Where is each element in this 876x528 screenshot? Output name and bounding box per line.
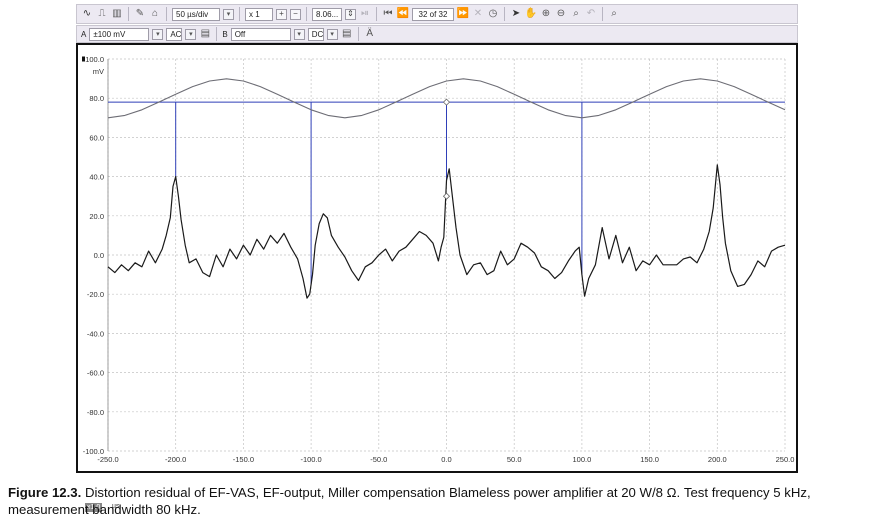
channel-a-marker [82, 56, 85, 62]
x-tick-label: -50.0 [370, 455, 387, 464]
waveforms [107, 78, 786, 299]
channel-b-range-select[interactable]: Off [230, 27, 291, 41]
x-tick-label: 100.0 [573, 455, 592, 464]
spin-icon[interactable]: ⇕ [345, 8, 356, 20]
value-field[interactable]: 8.06... [312, 7, 342, 21]
zoom-area-icon[interactable]: ⌕ [573, 8, 579, 19]
cursor-marker[interactable] [442, 192, 451, 200]
cursor-markers[interactable] [442, 98, 451, 200]
zoom-select[interactable]: x 1 [245, 7, 273, 21]
toolbar-divider [239, 7, 240, 21]
main-toolbar: ∿ ⎍ ▥ ✎ ⌂ 50 µs/div ▾ x 1 + − 8.06... ⇕ … [76, 4, 798, 24]
waveform-plot[interactable]: 100.0 80.0 60.0 40.0 20.0 0.0 -20.0 -40.0 -60.0 -… [78, 45, 796, 471]
buffer-counter[interactable]: 32 of 32 [412, 7, 454, 21]
channel-a-coupling-select[interactable]: AC [166, 27, 183, 41]
math-icon[interactable]: Ä [366, 28, 374, 39]
x-tick-label: 200.0 [708, 455, 727, 464]
zoom-in-icon[interactable]: ⊕ [541, 8, 551, 19]
undo-icon[interactable]: ↶ [586, 8, 596, 19]
x-tick-label: -250.0 [97, 455, 118, 464]
hand-icon[interactable]: ✋ [524, 8, 538, 19]
toolbar-divider [166, 7, 167, 21]
channel-a-options-icon[interactable]: ▤ [200, 28, 211, 39]
zoom-fit-icon[interactable]: ⌕ [611, 8, 617, 19]
y-tick-label: 20.0 [89, 212, 104, 221]
x-tick-label: -100.0 [300, 455, 321, 464]
y-tick-label: 60.0 [89, 133, 104, 142]
x-tick-label: 150.0 [640, 455, 659, 464]
y-tick-label: -80.0 [87, 408, 104, 417]
y-tick-label: 40.0 [89, 173, 104, 182]
toolbar-divider [504, 7, 505, 21]
toolbar-divider [602, 7, 603, 21]
toolbar-divider [357, 27, 359, 41]
cursor-marker[interactable] [442, 98, 451, 106]
channel-toolbar: A ±100 mV ▾ AC ▾ ▤ B Off ▾ DC ▾ ▤ Ä [76, 25, 798, 43]
y-tick-label: -40.0 [87, 329, 104, 338]
x-unit-label: µs [112, 503, 120, 510]
cancel-icon[interactable]: ✕ [473, 8, 483, 19]
x-tick-label: -150.0 [233, 455, 254, 464]
x-multiplier-badge: x1.0 [85, 503, 103, 512]
home-icon[interactable]: ⌂ [151, 8, 159, 19]
y-tick-label: 100.0 [85, 55, 104, 64]
pointer-icon[interactable]: ➤ [511, 8, 521, 19]
channel-b-label: B [222, 29, 228, 39]
toolbar-divider [128, 7, 129, 21]
y-tick-label: 0.0 [94, 251, 104, 260]
x-tick-label: 50.0 [507, 455, 522, 464]
channel-a-label: A [81, 29, 87, 39]
chevron-down-icon[interactable]: ▾ [326, 28, 338, 40]
minus-icon[interactable]: − [290, 8, 301, 20]
x-tick-label: -200.0 [165, 455, 186, 464]
toolbar-divider [216, 27, 218, 41]
timebase-select[interactable]: 50 µs/div [172, 7, 220, 21]
channel-a-range-select[interactable]: ±100 mV [89, 27, 150, 41]
channel-b-coupling-select[interactable]: DC [307, 27, 324, 41]
next-buffer-icon[interactable]: ⏩ [456, 8, 470, 19]
clock-icon[interactable]: ◷ [488, 8, 498, 19]
axis-labels: 100.0 80.0 60.0 40.0 20.0 0.0 -20.0 -40.0 -60.0 -… [82, 55, 794, 464]
pulse-icon[interactable]: ⎍ [98, 8, 106, 19]
y-tick-label: -20.0 [87, 290, 104, 299]
chevron-down-icon[interactable]: ▾ [152, 28, 164, 40]
distortion-residual-trace [107, 164, 786, 299]
x-tick-label: 0.0 [441, 455, 451, 464]
y-tick-label: -100.0 [83, 447, 104, 456]
chevron-down-icon[interactable]: ▾ [293, 28, 305, 40]
reference-sine-trace [107, 78, 786, 119]
plus-icon[interactable]: + [276, 8, 287, 20]
chevron-down-icon[interactable]: ▾ [223, 8, 234, 20]
zoom-out-icon[interactable]: ⊖ [556, 8, 566, 19]
toolbar-divider [306, 7, 307, 21]
y-tick-label: -60.0 [87, 369, 104, 378]
y-tick-label: 80.0 [89, 94, 104, 103]
x-tick-label: 250.0 [776, 455, 795, 464]
spectrum-icon[interactable]: ▥ [112, 8, 122, 19]
sine-wave-icon[interactable]: ∿ [82, 8, 92, 19]
y-unit-label: mV [93, 67, 104, 76]
run-icon[interactable]: ⏯ [361, 8, 369, 19]
caption-text: Distortion residual of EF-VAS, EF-output… [8, 485, 811, 517]
toolbar-divider [376, 7, 377, 21]
probe-icon[interactable]: ✎ [135, 8, 145, 19]
chevron-down-icon[interactable]: ▾ [185, 28, 197, 40]
scope-display[interactable]: 100.0 80.0 60.0 40.0 20.0 0.0 -20.0 -40.0 -60.0 -… [76, 43, 798, 512]
caption-label: Figure 12.3. [8, 485, 82, 500]
first-buffer-icon[interactable]: ⏮ [383, 8, 393, 19]
prev-buffer-icon[interactable]: ⏪ [396, 8, 410, 19]
channel-b-options-icon[interactable]: ▤ [341, 28, 352, 39]
figure-caption: Figure 12.3. Distortion residual of EF-V… [8, 484, 870, 518]
